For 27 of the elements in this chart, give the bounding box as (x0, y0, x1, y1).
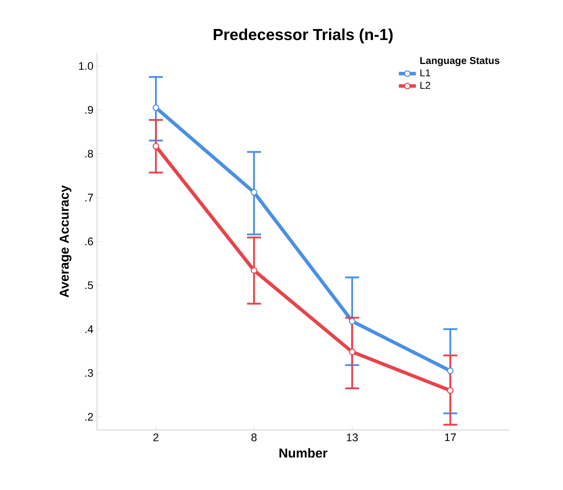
point (348, 318, 356, 325)
point (152, 142, 160, 150)
chart-title: Predecessor Trials (n-1) (214, 28, 393, 44)
y-tick-label: .4 (85, 325, 94, 333)
y-tick-label: .7 (85, 194, 93, 202)
y-tick-label: .5 (85, 281, 94, 290)
y-tick-label: .6 (85, 238, 93, 246)
x-axis-title: Number (279, 448, 328, 458)
x-tick-label: 2 (153, 434, 158, 442)
y-axis-title: Average Accuracy (60, 185, 72, 298)
legend-label: L1 (420, 69, 430, 76)
point (447, 387, 454, 394)
y-tick-label: .9 (85, 106, 93, 114)
x-tick-label: 17 (445, 434, 456, 442)
point (447, 368, 454, 374)
legend-label: L2 (420, 82, 430, 89)
x-tick-label: 8 (251, 434, 257, 442)
point (250, 189, 258, 196)
point (348, 348, 356, 356)
y-tick-label: .2 (85, 413, 93, 421)
point (152, 104, 160, 111)
y-tick-label: .8 (85, 150, 93, 158)
y-tick-label: 1.0 (79, 62, 94, 70)
x-tick-label: 13 (346, 434, 358, 442)
point (250, 267, 258, 274)
legend-title: Language Status (420, 57, 500, 66)
y-tick-label: .3 (85, 369, 93, 377)
